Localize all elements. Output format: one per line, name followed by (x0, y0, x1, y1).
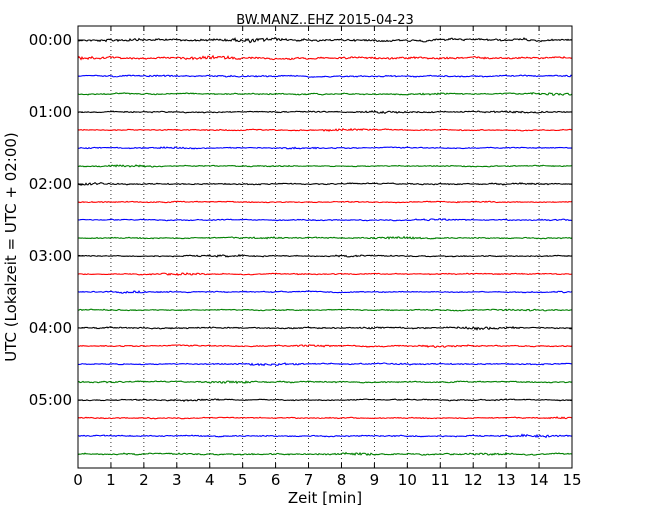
trace-group (77, 36, 573, 457)
x-tick-label: 13 (497, 471, 516, 489)
x-tick-label: 12 (464, 471, 483, 489)
grid-lines (110, 26, 540, 468)
x-tick-label: 1 (106, 471, 116, 489)
x-tick-label: 7 (304, 471, 314, 489)
tick-marks (77, 26, 573, 468)
x-axis-label: Zeit [min] (288, 489, 362, 507)
trace-05:45 (77, 451, 573, 457)
trace-04:30 (77, 362, 573, 367)
trace-00:15 (77, 54, 573, 61)
chart-title: BW.MANZ..EHZ 2015-04-23 (236, 13, 414, 28)
trace-01:15 (77, 127, 573, 133)
y-tick-label: 02:00 (29, 175, 72, 193)
x-tick-label: 0 (73, 471, 83, 489)
x-tick-label: 2 (139, 471, 149, 489)
y-tick-label: 01:00 (29, 103, 72, 121)
trace-01:30 (77, 146, 573, 150)
x-tick-label: 8 (337, 471, 347, 489)
trace-05:30 (77, 433, 573, 439)
trace-02:45 (77, 235, 573, 240)
x-tick-label: 4 (205, 471, 215, 489)
y-tick-label: 04:00 (29, 319, 72, 337)
trace-02:00 (77, 182, 573, 186)
trace-02:15 (77, 200, 573, 204)
x-tick-label: 11 (431, 471, 450, 489)
trace-00:45 (77, 91, 573, 96)
x-tick-label: 15 (562, 471, 581, 489)
x-tick-label: 14 (530, 471, 549, 489)
x-tick-label: 10 (398, 471, 417, 489)
trace-04:00 (77, 325, 573, 331)
x-tick-label: 6 (271, 471, 281, 489)
trace-05:00 (77, 398, 573, 403)
x-tick-label: 5 (238, 471, 248, 489)
y-axis-label: UTC (Lokalzeit = UTC + 02:00) (2, 132, 20, 362)
y-tick-labels: 00:00 01:00 02:00 03:00 04:00 05:00 (29, 31, 72, 409)
trace-02:30 (77, 218, 573, 222)
y-tick-label: 00:00 (29, 31, 72, 49)
x-tick-label: 9 (370, 471, 380, 489)
trace-00:30 (77, 74, 573, 78)
trace-04:45 (77, 380, 573, 385)
trace-01:00 (77, 110, 573, 115)
plot-frame (77, 25, 573, 469)
y-tick-label: 05:00 (29, 391, 72, 409)
trace-03:30 (77, 290, 573, 294)
x-tick-labels: 0 1 2 3 4 5 6 7 8 9 10 11 12 13 14 15 (73, 471, 581, 489)
trace-05:15 (77, 416, 573, 420)
trace-03:15 (77, 272, 573, 276)
trace-03:00 (77, 253, 573, 258)
trace-00:00 (77, 36, 573, 44)
trace-01:45 (77, 164, 573, 168)
trace-04:15 (77, 344, 573, 349)
y-tick-label: 03:00 (29, 247, 72, 265)
x-tick-label: 3 (172, 471, 182, 489)
trace-03:45 (77, 308, 573, 312)
